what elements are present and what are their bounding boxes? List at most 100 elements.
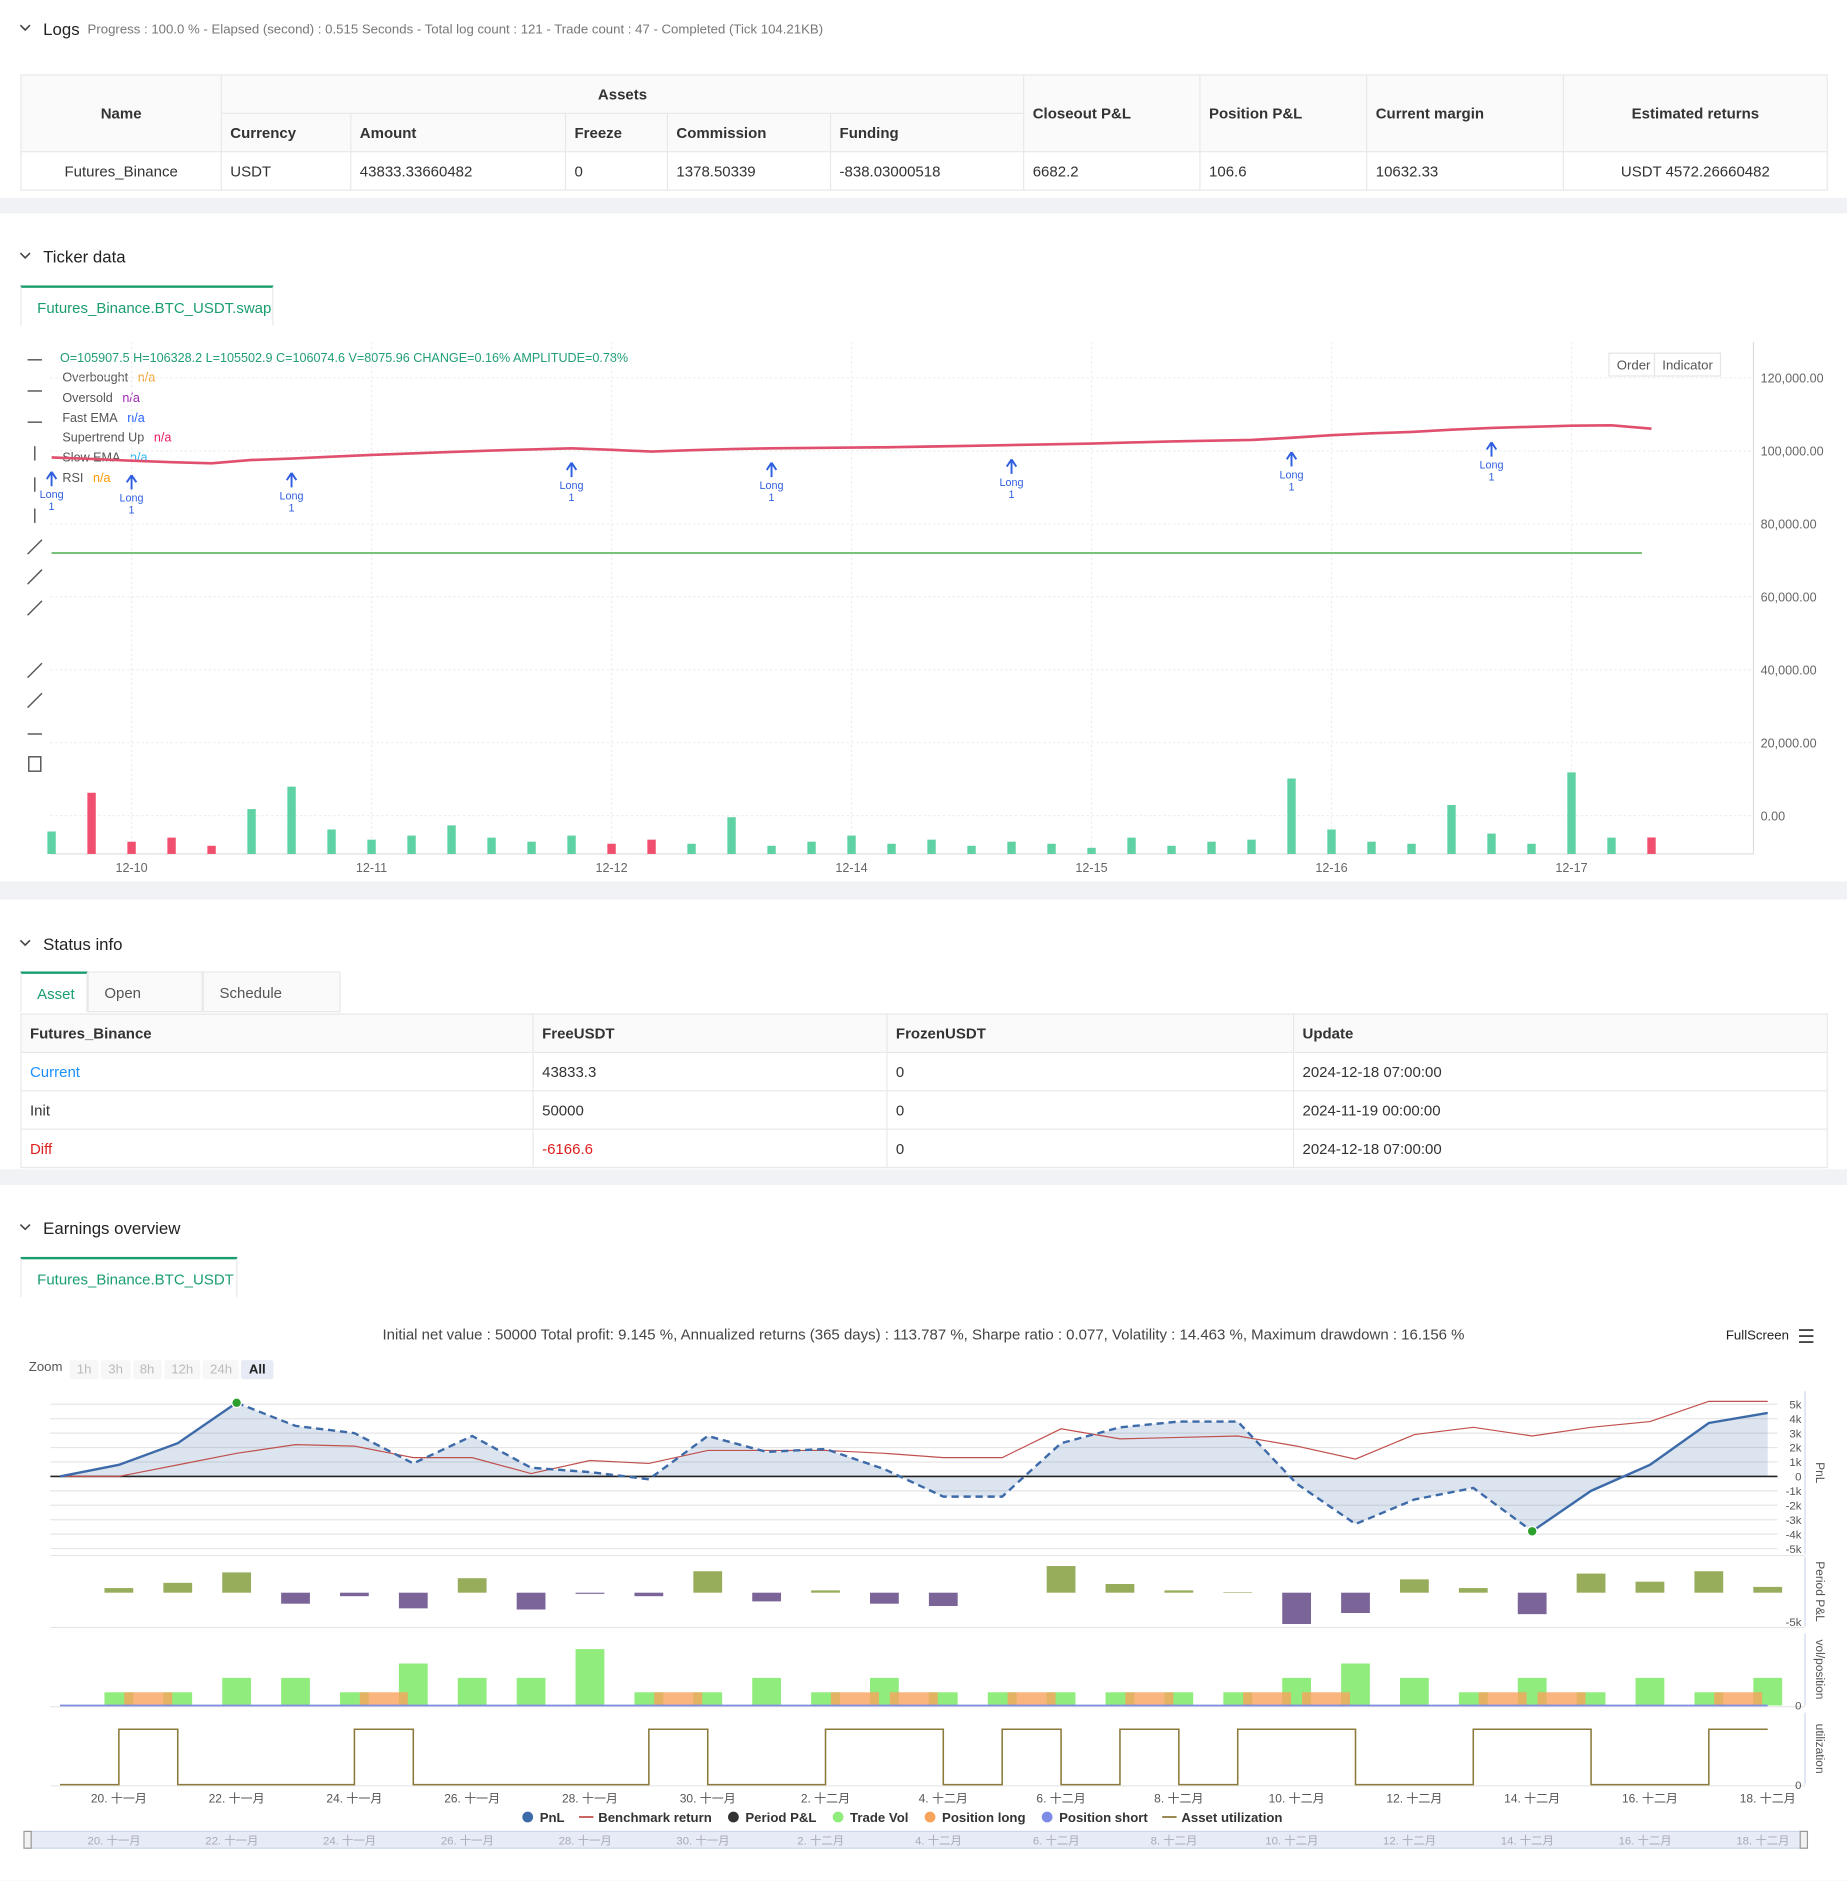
trade-vol-bar <box>281 1677 310 1706</box>
legend-label[interactable]: PnL <box>540 1810 565 1825</box>
legend-label[interactable]: Position short <box>1059 1810 1148 1825</box>
order-button[interactable]: Order <box>1608 352 1659 377</box>
signal-qty: 1 <box>1489 472 1495 484</box>
volume-bar <box>1367 841 1376 854</box>
period-bar <box>457 1578 487 1593</box>
x-tick-label: 2. 十二月 <box>801 1792 850 1806</box>
indicator-row: Supertrend Up n/a <box>62 431 171 451</box>
y-tick-label: 3k <box>1789 1428 1801 1440</box>
navigator-label: 12. 十二月 <box>1383 1834 1436 1848</box>
period-bar <box>693 1571 723 1593</box>
axis-title: Period P&L <box>1813 1561 1827 1622</box>
period-bar <box>398 1592 428 1609</box>
signal-arrow <box>565 462 578 478</box>
y-tick-label: 0 <box>1795 1780 1801 1792</box>
cell: -6166.6 <box>532 1128 888 1169</box>
signal-label: Long <box>120 493 144 505</box>
volume-bar <box>1087 847 1096 854</box>
y-tick-label: 2k <box>1789 1443 1801 1455</box>
volume-bar <box>767 845 776 854</box>
cell: 2024-12-18 07:00:00 <box>1292 1128 1828 1169</box>
legend-label[interactable]: Asset utilization <box>1181 1810 1282 1825</box>
x-tick-label: 4. 十二月 <box>919 1792 968 1806</box>
pnl-line <box>1531 1411 1768 1533</box>
legend-label[interactable]: Period P&L <box>745 1810 816 1825</box>
volume-bar <box>167 837 176 854</box>
legend-label[interactable]: Benchmark return <box>598 1810 712 1825</box>
zoom-buttons: 1h 3h 8h 12h 24h All <box>69 1358 276 1380</box>
period-bar <box>516 1592 546 1610</box>
section-title[interactable]: Logs <box>43 19 80 39</box>
indicator-value: n/a <box>92 471 111 486</box>
position-long-bar <box>1714 1692 1763 1706</box>
zoom-button[interactable]: All <box>241 1360 273 1380</box>
drawdown-dot <box>231 1397 243 1409</box>
position-long-bar <box>889 1692 938 1706</box>
position-long-bar <box>1537 1692 1586 1706</box>
y-tick-label: 100,000.00 <box>1761 445 1824 459</box>
tab[interactable]: Futures_Binance.BTC_USDT <box>20 1256 238 1298</box>
pnl-line <box>59 1401 238 1478</box>
tab[interactable]: Futures_Binance.BTC_USDT.swap <box>20 285 274 327</box>
volume-bar <box>47 831 56 854</box>
cell: 43833.3 <box>532 1051 888 1092</box>
cell: 0 <box>886 1090 1295 1130</box>
volume-bar <box>1447 805 1456 854</box>
position-long-bar <box>654 1692 703 1706</box>
header-cell: FreeUSDT <box>532 1013 888 1054</box>
tool-icon <box>27 692 43 709</box>
tab[interactable]: Asset <box>20 971 88 1013</box>
indicator-name: Fast EMA <box>62 410 118 426</box>
x-tick-label: 24. 十一月 <box>326 1792 382 1806</box>
volume-bar <box>1127 837 1136 854</box>
position-long-bar <box>830 1692 879 1706</box>
signal-qty: 1 <box>1289 482 1295 494</box>
legend-symbol <box>728 1811 739 1823</box>
volume-bar <box>887 843 896 854</box>
section-title[interactable]: Earnings overview <box>43 1218 181 1238</box>
cell: 0 <box>564 151 669 191</box>
tool-icon <box>27 600 43 616</box>
zoom-button[interactable]: 1h <box>69 1360 99 1380</box>
volume-bar <box>1487 833 1496 854</box>
y-tick-label: 5k <box>1789 1399 1801 1411</box>
x-tick-label: 8. 十二月 <box>1154 1792 1203 1806</box>
zoom-button[interactable]: 24h <box>202 1360 240 1380</box>
fullscreen-button[interactable]: FullScreen <box>1725 1328 1789 1344</box>
x-tick-label: 12-17 <box>1555 861 1587 875</box>
y-tick-label: 20,000.00 <box>1761 736 1817 750</box>
caret <box>19 1223 31 1231</box>
y-tick-label: -1k <box>1786 1486 1802 1498</box>
legend-label[interactable]: Trade Vol <box>850 1810 908 1825</box>
trade-vol-bar <box>457 1677 487 1706</box>
navigator-label: 16. 十二月 <box>1619 1834 1672 1848</box>
period-bar <box>1105 1584 1135 1593</box>
zoom-button[interactable]: 3h <box>101 1360 131 1380</box>
y-tick-label: 80,000.00 <box>1761 518 1817 532</box>
volume-bar <box>1567 772 1576 854</box>
volume-bar <box>847 835 856 854</box>
position-long-bar <box>1243 1692 1292 1706</box>
section-title[interactable]: Ticker data <box>43 247 126 267</box>
utilization-line <box>59 1728 1768 1786</box>
x-tick-label: 12-15 <box>1075 861 1107 875</box>
header-cell: Amount <box>350 112 567 153</box>
trade-vol-bar <box>1635 1677 1665 1706</box>
trade-vol-bar <box>752 1677 782 1706</box>
navigator-label: 2. 十二月 <box>797 1834 844 1848</box>
indicator-button[interactable]: Indicator <box>1653 352 1722 377</box>
zoom-button[interactable]: 8h <box>132 1360 162 1380</box>
pnl-line <box>236 1401 1533 1533</box>
legend-label[interactable]: Position long <box>942 1810 1026 1825</box>
zoom-button[interactable]: 12h <box>164 1360 201 1380</box>
section-title[interactable]: Status info <box>43 934 123 954</box>
tool-icon <box>27 569 43 585</box>
position-long-bar <box>124 1692 173 1706</box>
navigator-label: 20. 十一月 <box>88 1834 141 1848</box>
trade-vol-bar <box>575 1649 605 1706</box>
drawing-toolbar <box>27 359 43 772</box>
ohlc-info: O=105907.5 H=106328.2 L=105502.9 C=10607… <box>59 351 629 366</box>
navigator-label: 28. 十一月 <box>559 1834 612 1848</box>
y-tick-label: -5k <box>1786 1544 1802 1556</box>
